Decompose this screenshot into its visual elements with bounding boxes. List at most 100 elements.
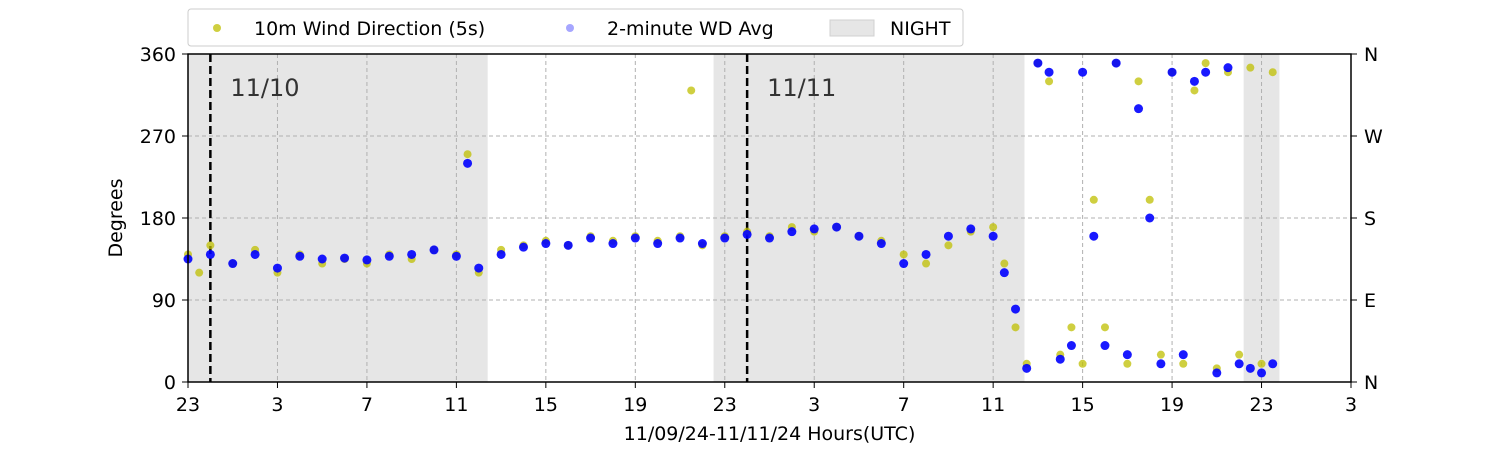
- x-tick-label: 7: [361, 394, 373, 416]
- x-tick-label: 15: [534, 394, 558, 416]
- data-point: [1111, 58, 1121, 68]
- x-tick-label: 23: [713, 394, 737, 416]
- data-point: [765, 233, 774, 243]
- data-point: [384, 251, 394, 261]
- x-tick-label: 23: [1249, 394, 1273, 416]
- data-point: [966, 224, 976, 234]
- x-axis-label: 11/09/24-11/11/24 Hours(UTC): [624, 423, 916, 445]
- data-point: [876, 239, 886, 249]
- data-point: [1201, 59, 1210, 68]
- data-point: [787, 227, 797, 237]
- axes: 23 3 7 11 15 19 23 3 7 11 15 19 23 3 0 N 90 E 180 S 270 W 360 N…: [105, 44, 1383, 445]
- x-tick-label: 3: [271, 394, 283, 416]
- data-point: [854, 231, 864, 241]
- legend-swatch: [829, 19, 875, 37]
- series-wd-2min-avg: [183, 58, 1278, 378]
- data-point: [1134, 77, 1143, 86]
- x-tick-label: 7: [898, 394, 910, 416]
- x-tick-label: 19: [1160, 394, 1184, 416]
- data-point: [687, 86, 696, 95]
- x-tick-label: 11: [981, 394, 1005, 416]
- data-point: [1123, 359, 1132, 368]
- legend-label: NIGHT: [890, 18, 951, 40]
- data-point: [1011, 304, 1021, 314]
- legend-marker: [566, 24, 574, 32]
- data-point: [899, 259, 909, 269]
- data-point: [675, 233, 685, 243]
- data-point: [1145, 213, 1155, 223]
- data-series: [183, 58, 1278, 378]
- right-tick-label: N: [1364, 372, 1378, 394]
- data-point: [943, 231, 953, 241]
- data-point: [1235, 350, 1244, 359]
- data-point: [463, 158, 473, 168]
- y-tick-label: 360: [140, 44, 176, 66]
- data-point: [1257, 368, 1267, 378]
- data-point: [1156, 359, 1166, 369]
- data-point: [988, 231, 998, 241]
- data-point: [1089, 231, 1099, 241]
- data-point: [653, 239, 663, 249]
- right-tick-label: E: [1364, 290, 1376, 312]
- data-point: [1245, 363, 1255, 373]
- y-tick-label: 0: [164, 372, 176, 394]
- data-point: [518, 242, 528, 252]
- data-point: [496, 249, 506, 259]
- y-axis-label: Degrees: [105, 178, 127, 257]
- data-point: [429, 245, 439, 255]
- right-tick-label: W: [1364, 126, 1383, 148]
- legend-label: 10m Wind Direction (5s): [254, 18, 485, 40]
- data-point: [1089, 195, 1098, 204]
- data-point: [922, 259, 931, 268]
- data-point: [1190, 86, 1199, 95]
- x-tick-label: 11: [444, 394, 468, 416]
- data-point: [206, 241, 215, 250]
- data-point: [630, 233, 640, 243]
- x-tick-label: 23: [176, 394, 200, 416]
- day-markers: 11/10 11/11: [209, 54, 836, 382]
- data-point: [1122, 350, 1132, 360]
- data-point: [1000, 259, 1009, 268]
- data-point: [944, 241, 953, 250]
- data-point: [1066, 341, 1076, 351]
- data-point: [1134, 104, 1144, 114]
- data-point: [362, 255, 372, 265]
- data-point: [451, 251, 461, 261]
- data-point: [563, 240, 573, 250]
- day-marker-label: 11/11: [767, 74, 836, 102]
- data-point: [295, 251, 305, 261]
- data-point: [1246, 63, 1255, 72]
- data-point: [340, 253, 350, 263]
- x-tick-label: 3: [808, 394, 820, 416]
- right-tick-label: N: [1364, 44, 1378, 66]
- y-tick-label: 90: [152, 290, 176, 312]
- data-point: [1179, 359, 1188, 368]
- data-point: [999, 268, 1009, 278]
- data-point: [1055, 354, 1065, 364]
- legend-box: [187, 8, 964, 47]
- data-point: [1078, 359, 1087, 368]
- data-point: [317, 254, 327, 264]
- data-point: [1201, 67, 1211, 77]
- data-point: [250, 249, 260, 259]
- data-point: [1234, 359, 1244, 369]
- data-point: [1212, 368, 1222, 378]
- data-point: [1167, 67, 1177, 77]
- data-point: [1022, 363, 1032, 373]
- data-point: [1100, 341, 1110, 351]
- data-point: [1100, 323, 1109, 332]
- data-point: [541, 239, 551, 249]
- legend-marker: [213, 24, 221, 32]
- grid-lines: [188, 54, 1351, 382]
- x-tick-label: 19: [623, 394, 647, 416]
- data-point: [809, 224, 819, 234]
- legend-label: 2-minute WD Avg: [607, 18, 774, 40]
- data-point: [1268, 359, 1278, 369]
- data-point: [272, 263, 282, 273]
- legend: 10m Wind Direction (5s) 2-minute WD Avg NI…: [187, 8, 964, 47]
- data-point: [195, 268, 204, 277]
- data-point: [1067, 323, 1076, 332]
- y-tick-label: 270: [140, 126, 176, 148]
- data-point: [742, 229, 752, 239]
